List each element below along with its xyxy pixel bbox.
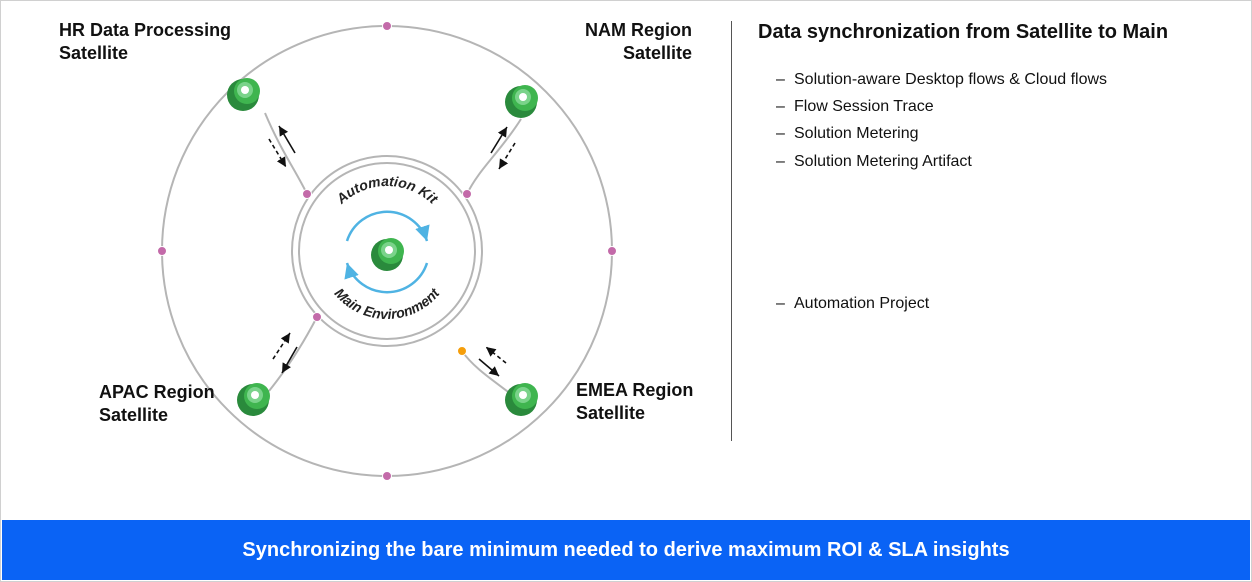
cyan-arc-top (347, 212, 427, 241)
inner-dot (463, 190, 472, 199)
list-item: Solution-aware Desktop flows & Cloud flo… (776, 66, 1231, 93)
inner-dot (303, 190, 312, 199)
list-item: Flow Session Trace (776, 93, 1231, 120)
list-item: Automation Project (776, 290, 1231, 317)
dataverse-icon-hr (227, 78, 260, 111)
right-panel: Data synchronization from Satellite to M… (731, 21, 1231, 441)
infographic-container: Automation Kit Main Environment HR Data … (1, 1, 1251, 581)
footer-bar: Synchronizing the bare minimum needed to… (2, 520, 1250, 580)
footer-text: Synchronizing the bare minimum needed to… (242, 539, 1009, 562)
outer-dot (608, 247, 617, 256)
right-panel-title: Data synchronization from Satellite to M… (758, 21, 1231, 44)
sync-list-bottom: Automation Project (758, 290, 1231, 317)
inner-dot-emea (458, 347, 467, 356)
label-nam: NAM RegionSatellite (556, 19, 692, 64)
list-item: Solution Metering Artifact (776, 148, 1231, 175)
diagram-area: Automation Kit Main Environment HR Data … (1, 1, 721, 491)
center-label-top: Automation Kit (332, 173, 442, 208)
label-emea: EMEA RegionSatellite (576, 379, 693, 424)
center-label-bottom: Main Environment (332, 284, 444, 322)
outer-dot (383, 22, 392, 31)
label-apac: APAC RegionSatellite (99, 381, 215, 426)
outer-dot (158, 247, 167, 256)
inner-dot (313, 313, 322, 322)
dataverse-icon-center (371, 238, 404, 271)
dataverse-icon-emea (505, 383, 538, 416)
list-item: Solution Metering (776, 120, 1231, 147)
dataverse-icon-nam (505, 85, 538, 118)
label-hr: HR Data ProcessingSatellite (59, 19, 231, 64)
dataverse-icon-apac (237, 383, 270, 416)
outer-dot (383, 472, 392, 481)
sync-list-top: Solution-aware Desktop flows & Cloud flo… (758, 66, 1231, 175)
